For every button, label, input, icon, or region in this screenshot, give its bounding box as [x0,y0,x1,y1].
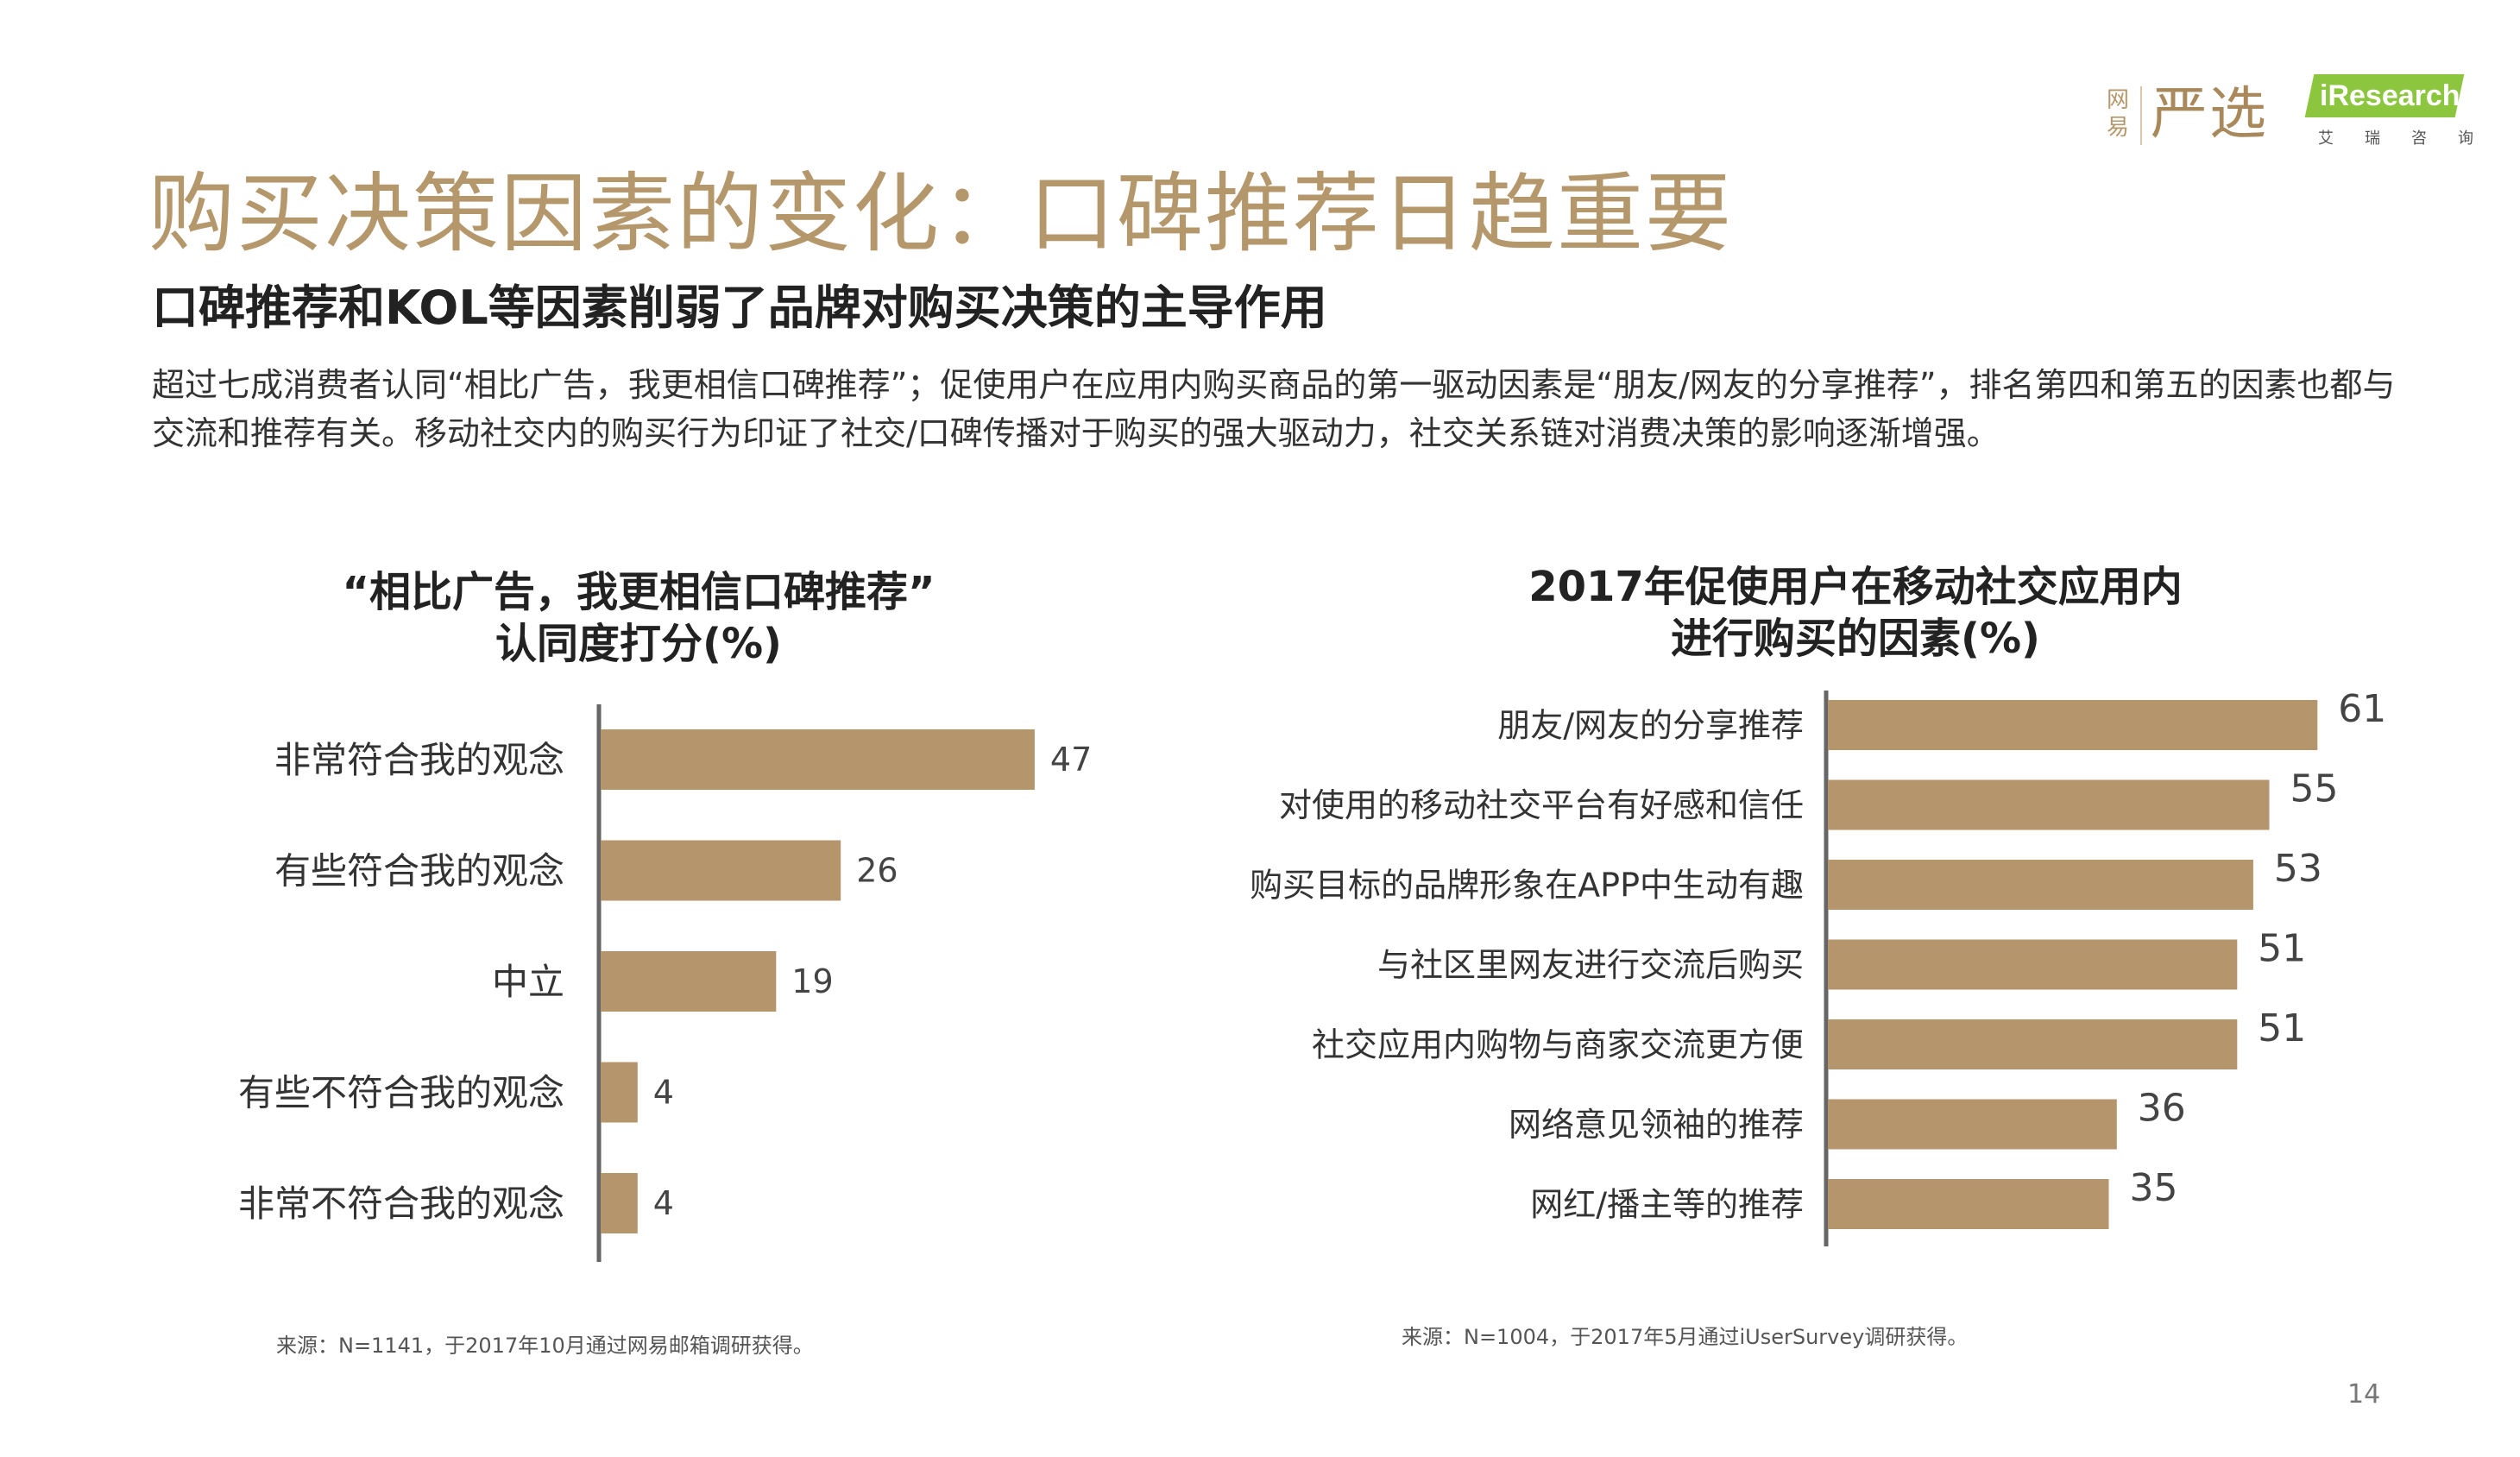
chart1-bar [601,840,841,901]
chart2-category-label: 对使用的移动社交平台有好感和信任 [1279,786,1804,824]
chart2-source: 来源：N=1004，于2017年5月通过iUserSurvey调研获得。 [1402,1325,1969,1349]
chart2-category-label: 朋友/网友的分享推荐 [1497,707,1804,745]
chart2-bar [1828,1019,2238,1069]
chart1-data-label: 4 [653,1184,674,1222]
logo-divider [2140,86,2142,145]
chart2-data-label: 55 [2290,767,2339,811]
page-number: 14 [2347,1379,2381,1410]
chart2-title-line2: 进行购买的因素(%) [1671,615,2040,663]
chart2-data-label: 51 [2258,927,2306,971]
chart1-bar [601,951,777,1012]
chart2-bar [1828,1179,2109,1229]
logo-netease-text: 网易 [2106,87,2129,141]
chart2-category-label: 购买目标的品牌形象在APP中生动有趣 [1250,867,1804,905]
chart1-title-line2: 认同度打分(%) [495,620,782,668]
page-title: 购买决策因素的变化：口碑推荐日趋重要 [148,163,1733,264]
iresearch-logo: iResearch 艾 瑞 咨 询 [2304,71,2482,157]
chart2-category-label: 社交应用内购物与商家交流更方便 [1312,1026,1804,1064]
chart1-data-label: 47 [1050,741,1092,779]
chart2-data-label: 36 [2138,1087,2186,1131]
chart1-title: “相比广告，我更相信口碑推荐” 认同度打分(%) [276,566,1001,670]
chart2-bar [1828,939,2238,990]
iresearch-cn-char: 咨 [2411,129,2427,148]
chart1-category-label: 有些不符合我的观念 [238,1072,564,1114]
chart1-category-label: 非常不符合我的观念 [238,1183,564,1225]
chart1-category-label: 中立 [492,961,564,1003]
chart1-bar [601,729,1035,790]
chart1-bar [601,1173,638,1233]
chart2-data-label: 35 [2130,1166,2178,1210]
chart2-bar [1828,1099,2117,1150]
chart1-data-label: 26 [856,852,898,890]
chart1-bar [601,1062,638,1123]
chart2-data-label: 51 [2258,1006,2306,1050]
chart2-bar [1828,700,2318,750]
chart2-bar [1828,779,2270,830]
chart1-data-label: 19 [791,962,833,1000]
chart2-bar [1828,860,2253,910]
chart2-data-label: 61 [2338,687,2386,731]
iresearch-cn-char: 询 [2458,129,2473,148]
iresearch-cn-text: 艾 瑞 咨 询 [2318,126,2473,148]
page-subtitle: 口碑推荐和KOL等因素削弱了品牌对购买决策的主导作用 [152,281,1327,335]
chart2-title-line1: 2017年促使用户在移动社交应用内 [1528,563,2183,611]
chart1-category-label: 有些符合我的观念 [274,850,564,892]
chart1-title-line1: “相比广告，我更相信口碑推荐” [342,568,936,616]
iresearch-en-text: iResearch [2320,79,2460,112]
chart1-category-label: 非常符合我的观念 [274,739,564,781]
chart1-data-label: 4 [653,1074,674,1112]
chart1-source: 来源：N=1141，于2017年10月通过网易邮箱调研获得。 [276,1334,814,1358]
logo-yanxuan-text: 严选 [2151,80,2268,147]
chart2-category-label: 网络意见领袖的推荐 [1509,1106,1804,1144]
chart2-data-label: 53 [2274,847,2322,891]
page-description: 超过七成消费者认同“相比广告，我更相信口碑推荐”；促使用户在应用内购买商品的第一… [152,366,2396,452]
chart2-title: 2017年促使用户在移动社交应用内 进行购买的因素(%) [1467,561,2244,665]
netease-yanxuan-logo: 网易 严选 [2102,78,2309,155]
chart2-category-label: 与社区里网友进行交流后购买 [1377,946,1804,984]
iresearch-cn-char: 艾 [2318,129,2334,148]
iresearch-cn-char: 瑞 [2365,129,2380,148]
chart2-category-label: 网红/播主等的推荐 [1530,1186,1804,1224]
